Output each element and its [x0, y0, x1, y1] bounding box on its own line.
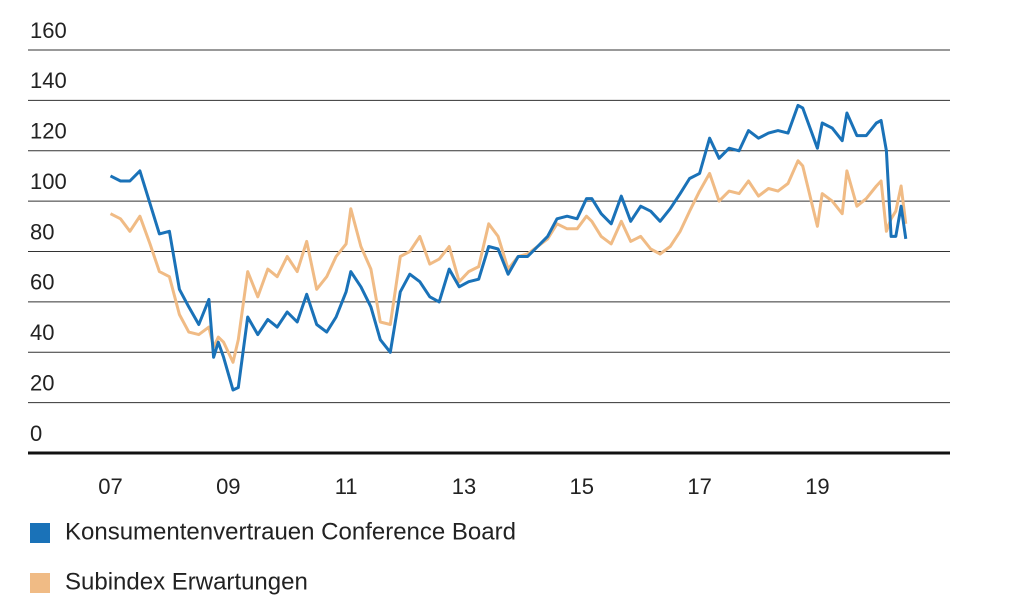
x-tick-label: 15	[570, 474, 594, 499]
y-tick-label: 0	[30, 421, 42, 446]
x-tick-label: 11	[335, 474, 358, 499]
x-tick-label: 19	[805, 474, 829, 499]
series-line	[109, 103, 908, 392]
y-tick-label: 60	[30, 270, 54, 295]
y-tick-label: 140	[30, 68, 67, 93]
x-tick-label: 07	[98, 474, 122, 499]
legend-swatch	[30, 523, 50, 543]
y-tick-label: 40	[30, 320, 54, 345]
y-tick-label: 80	[30, 219, 54, 244]
legend-text: Konsumentenvertrauen Conference Board	[65, 518, 516, 545]
legend-swatch	[30, 573, 50, 593]
legend-text: Subindex Erwartungen	[65, 568, 308, 595]
x-tick-label: 09	[216, 474, 240, 499]
y-tick-label: 20	[30, 370, 54, 395]
series-line	[109, 159, 908, 364]
y-tick-label: 100	[30, 169, 67, 194]
x-tick-label: 13	[452, 474, 476, 499]
y-tick-label: 160	[30, 18, 67, 43]
y-tick-label: 120	[30, 119, 67, 144]
x-tick-label: 17	[687, 474, 711, 499]
